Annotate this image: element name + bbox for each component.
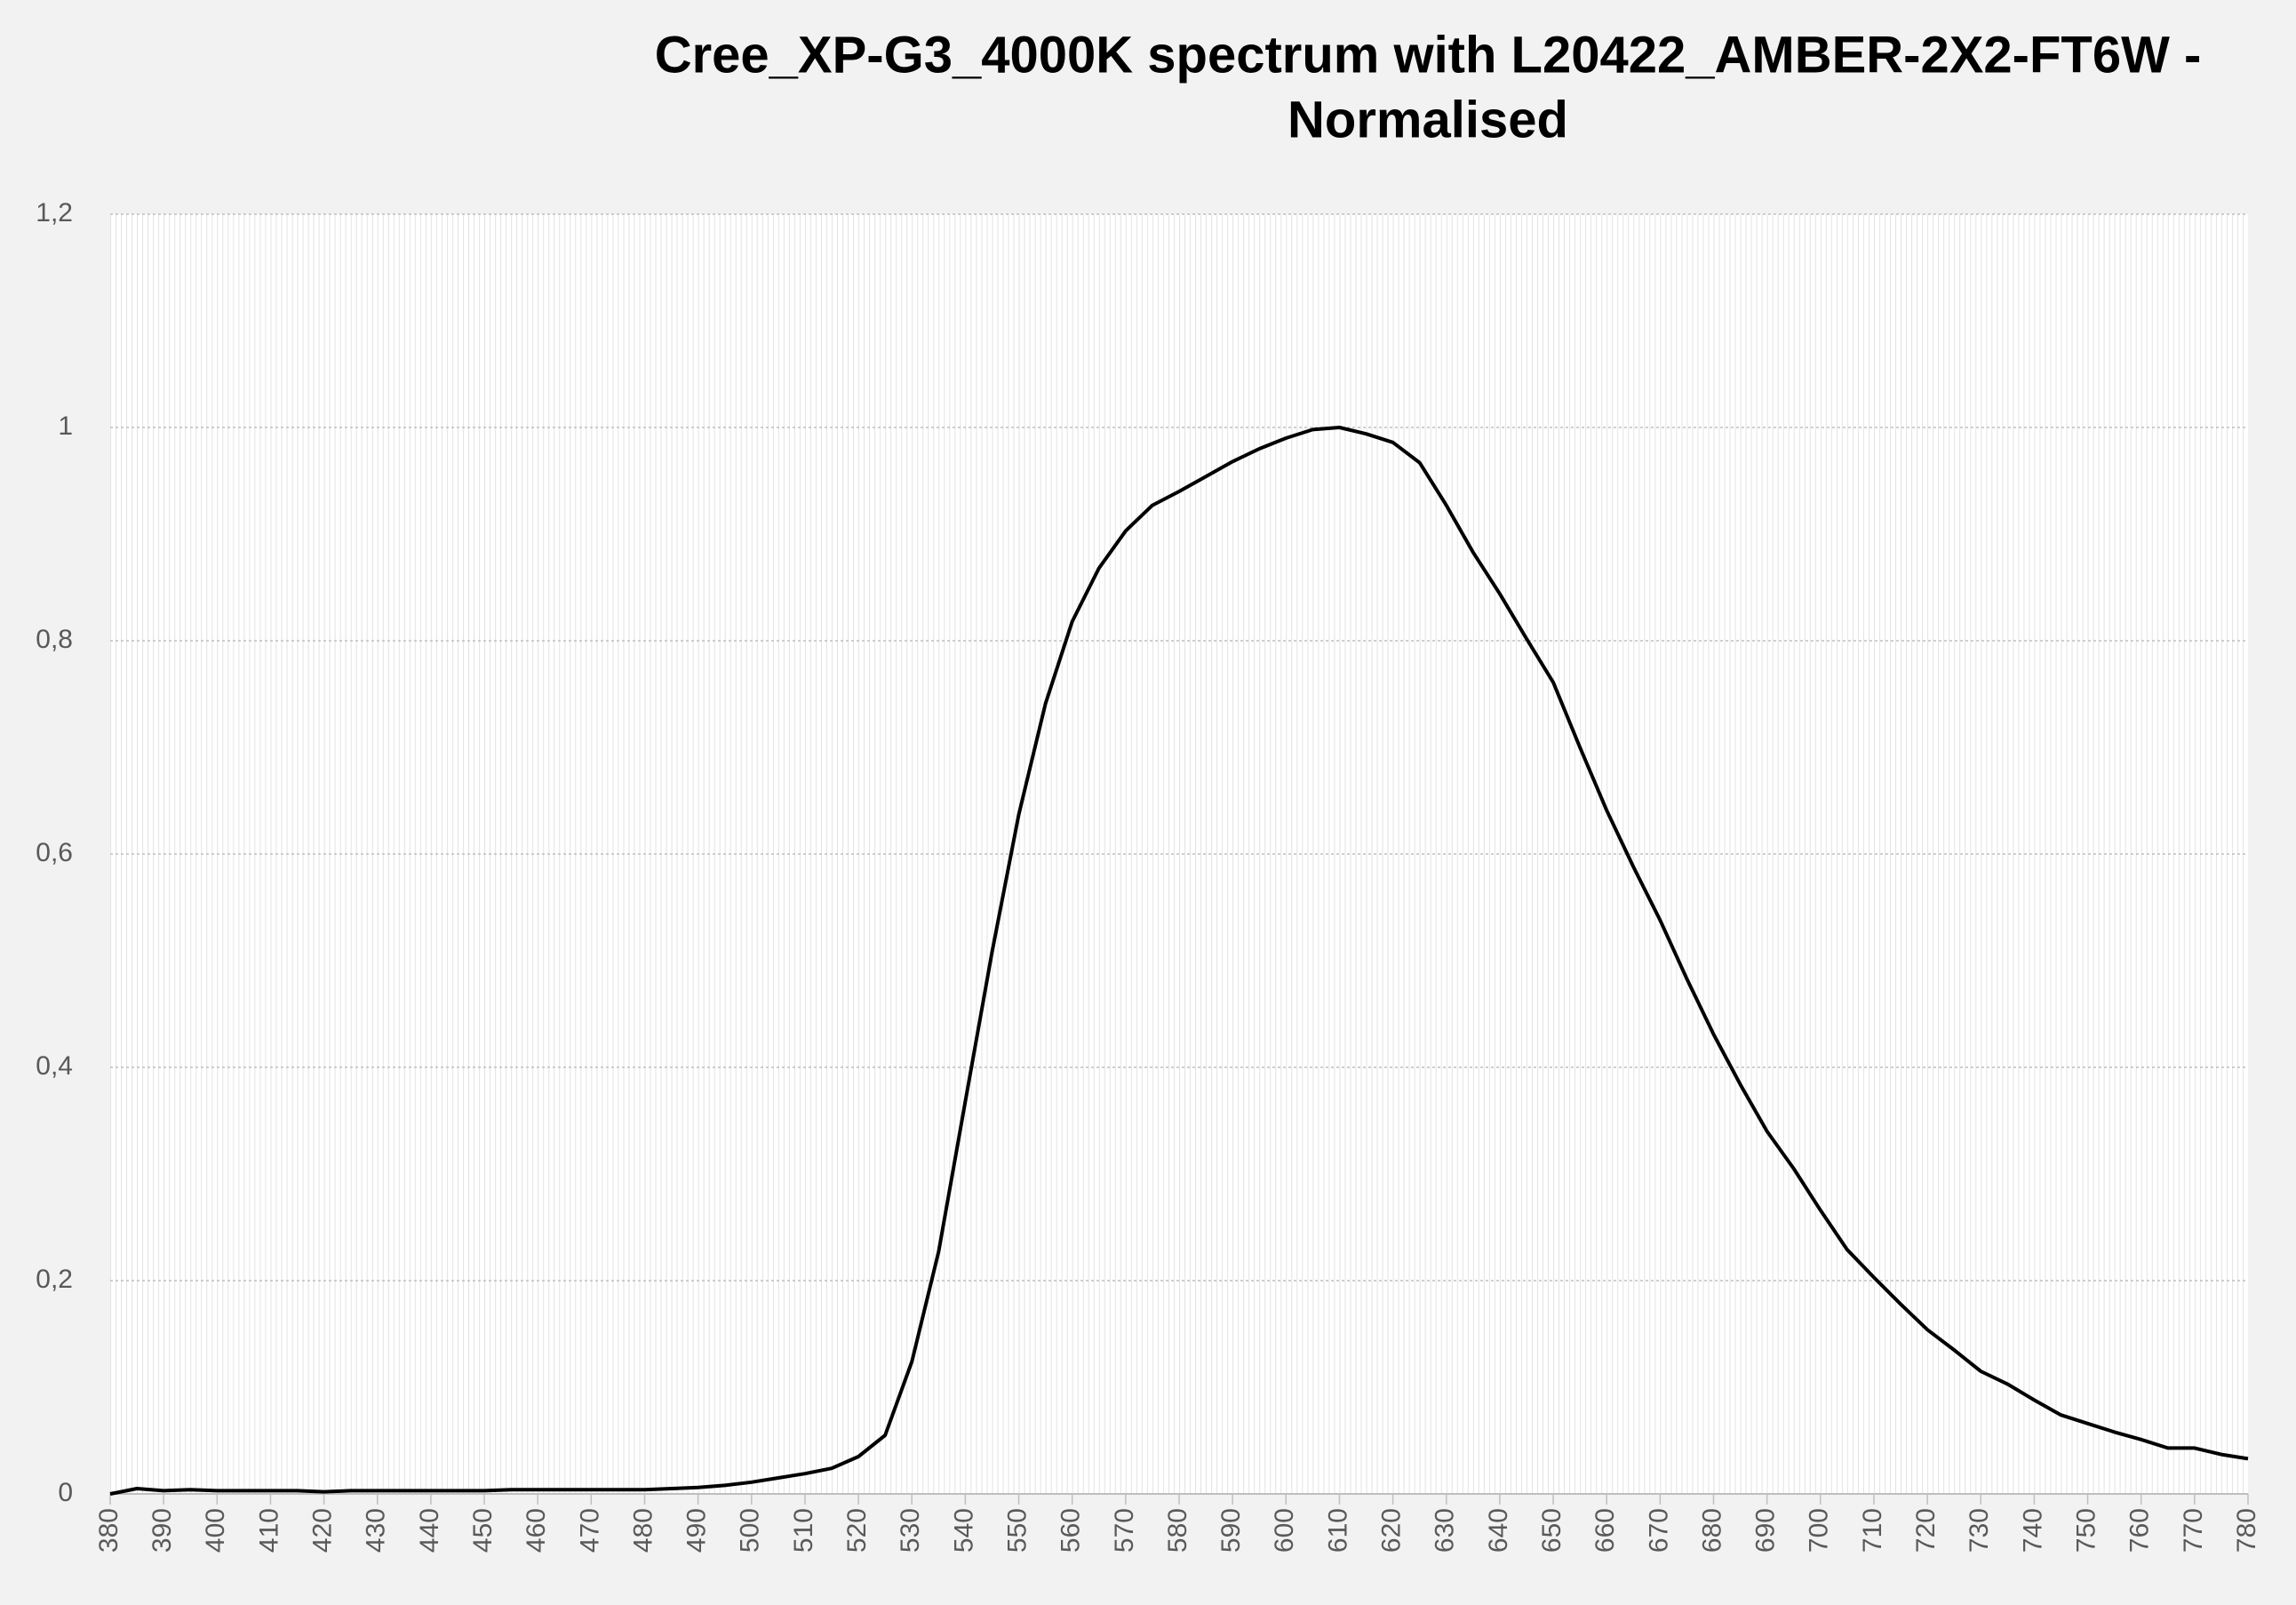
- x-tick-label: 630: [1431, 1508, 1460, 1553]
- x-tick-label: 410: [254, 1508, 283, 1553]
- x-tick-label: 450: [468, 1508, 498, 1553]
- x-tick-label: 470: [575, 1508, 604, 1553]
- x-tick-label: 640: [1484, 1508, 1513, 1553]
- x-tick-label: 570: [1110, 1508, 1139, 1553]
- x-tick-label: 430: [362, 1508, 391, 1553]
- y-tick-label: 0,6: [36, 838, 73, 867]
- x-tick-label: 460: [522, 1508, 551, 1553]
- y-tick-label: 0: [58, 1478, 73, 1507]
- x-tick-label: 380: [94, 1508, 124, 1553]
- x-tick-label: 670: [1644, 1508, 1673, 1553]
- x-tick-label: 420: [308, 1508, 338, 1553]
- x-tick-label: 740: [2018, 1508, 2047, 1553]
- x-tick-label: 590: [1216, 1508, 1246, 1553]
- x-tick-label: 440: [415, 1508, 444, 1553]
- x-tick-label: 530: [896, 1508, 925, 1553]
- x-tick-label: 730: [1965, 1508, 1994, 1553]
- x-tick-label: 580: [1163, 1508, 1192, 1553]
- chart-title: Cree_XP-G3_4000K spectrum with L20422_AM…: [655, 26, 2202, 84]
- x-tick-label: 560: [1056, 1508, 1086, 1553]
- x-tick-label: 660: [1590, 1508, 1620, 1553]
- x-tick-label: 710: [1858, 1508, 1887, 1553]
- x-tick-label: 480: [628, 1508, 658, 1553]
- x-tick-label: 770: [2179, 1508, 2208, 1553]
- x-tick-label: 510: [789, 1508, 818, 1553]
- x-tick-label: 520: [842, 1508, 872, 1553]
- x-tick-label: 550: [1002, 1508, 1032, 1553]
- x-tick-label: 690: [1751, 1508, 1781, 1553]
- x-tick-label: 700: [1805, 1508, 1834, 1553]
- x-tick-label: 610: [1323, 1508, 1352, 1553]
- x-tick-label: 620: [1377, 1508, 1407, 1553]
- x-tick-label: 390: [147, 1508, 177, 1553]
- x-tick-label: 650: [1537, 1508, 1567, 1553]
- x-tick-label: 780: [2232, 1508, 2261, 1553]
- x-tick-label: 680: [1697, 1508, 1726, 1553]
- x-tick-label: 400: [201, 1508, 230, 1553]
- x-tick-label: 490: [682, 1508, 712, 1553]
- y-tick-label: 0,2: [36, 1265, 73, 1294]
- x-tick-label: 750: [2071, 1508, 2101, 1553]
- x-tick-label: 760: [2125, 1508, 2155, 1553]
- y-tick-label: 0,4: [36, 1051, 73, 1081]
- y-tick-label: 0,8: [36, 625, 73, 654]
- x-tick-label: 540: [949, 1508, 978, 1553]
- chart-title: Normalised: [1288, 91, 1568, 148]
- line-series: [109, 426, 2249, 1496]
- y-tick-label: 1: [58, 411, 73, 441]
- x-tick-label: 600: [1270, 1508, 1299, 1553]
- x-tick-label: 500: [736, 1508, 765, 1553]
- x-tick-label: 720: [1911, 1508, 1941, 1553]
- y-tick-label: 1,2: [36, 198, 73, 228]
